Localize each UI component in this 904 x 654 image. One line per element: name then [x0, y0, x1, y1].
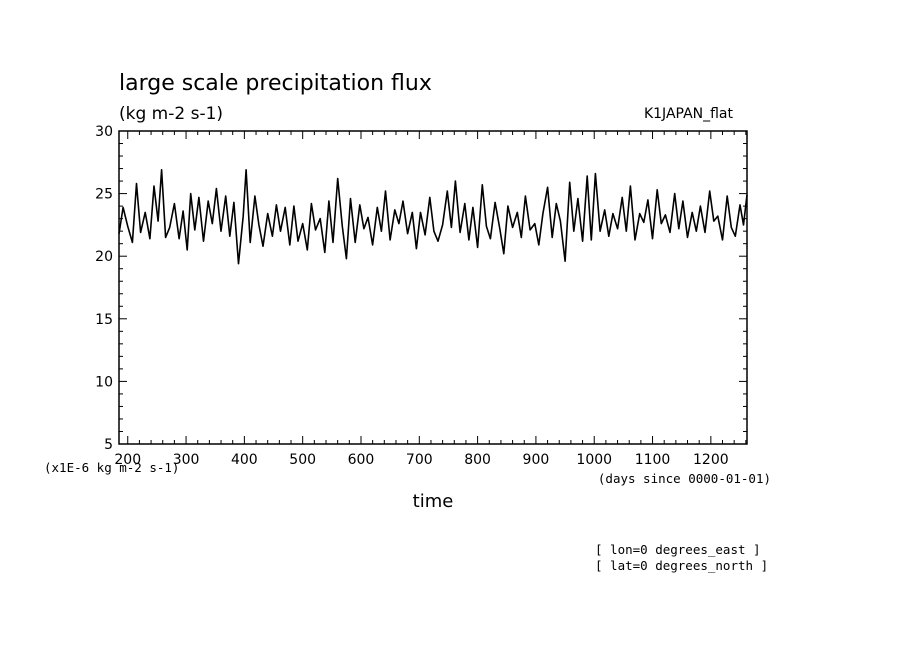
x-tick-label: 400	[231, 452, 258, 468]
lon-annotation: [ lon=0 degrees_east ]	[595, 542, 761, 557]
series-layer	[118, 169, 748, 265]
x-tick-label: 900	[523, 452, 550, 468]
x-axis-label: time	[413, 491, 454, 512]
plot-frame	[118, 130, 748, 445]
y-tick-label: 10	[95, 374, 113, 390]
x-units-label: (days since 0000-01-01)	[598, 471, 771, 486]
y-tick-label: 20	[95, 249, 113, 265]
series-line	[118, 169, 748, 265]
plot-area	[118, 130, 748, 445]
x-tick-label: 800	[464, 452, 491, 468]
chart-subtitle: (kg m-2 s-1)	[119, 104, 223, 124]
x-tick-label: 200	[114, 452, 141, 468]
y-tick-label: 15	[95, 312, 113, 328]
x-tick-marks	[127, 131, 747, 444]
y-units-label: (x1E-6 kg m-2 s-1)	[44, 460, 179, 475]
y-tick-label: 5	[104, 437, 113, 453]
x-tick-label: 500	[289, 452, 316, 468]
x-tick-label: 1000	[576, 452, 612, 468]
run-label: K1JAPAN_flat	[644, 106, 734, 122]
x-tick-labels: 200 300 400 500 600 700 800 900 1000 1100 1200	[114, 452, 728, 468]
y-tick-labels: 5 10 15 20 25 30	[95, 124, 113, 453]
y-tick-marks	[119, 130, 747, 445]
y-tick-label: 30	[95, 124, 113, 140]
x-tick-label: 300	[173, 452, 200, 468]
chart-title: large scale precipitation flux	[119, 71, 432, 96]
x-tick-label: 1200	[693, 452, 729, 468]
x-tick-label: 700	[406, 452, 433, 468]
x-tick-label: 600	[348, 452, 375, 468]
x-tick-label: 1100	[635, 452, 671, 468]
lat-annotation: [ lat=0 degrees_north ]	[595, 558, 768, 573]
y-tick-label: 25	[95, 187, 113, 203]
